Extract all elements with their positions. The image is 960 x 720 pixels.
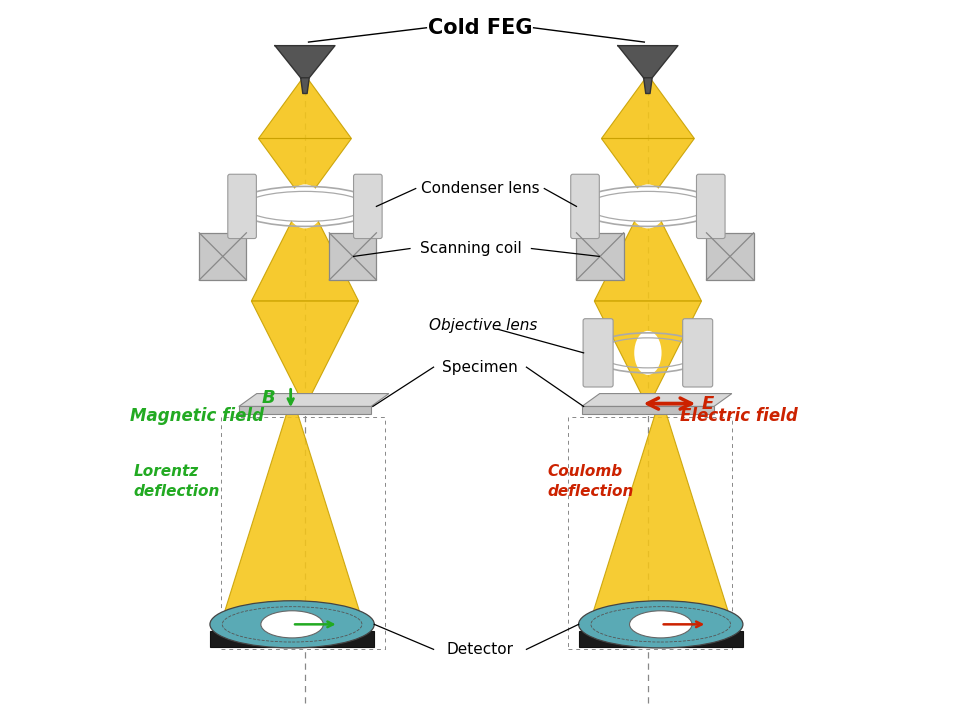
Polygon shape xyxy=(210,631,374,647)
Polygon shape xyxy=(239,406,372,414)
FancyBboxPatch shape xyxy=(571,174,599,238)
Polygon shape xyxy=(582,394,732,406)
Polygon shape xyxy=(258,138,351,199)
Text: B: B xyxy=(262,389,276,407)
Ellipse shape xyxy=(635,331,661,375)
Ellipse shape xyxy=(589,612,732,637)
Polygon shape xyxy=(602,78,694,138)
FancyBboxPatch shape xyxy=(576,233,624,280)
Text: Magnetic field: Magnetic field xyxy=(130,407,264,425)
Polygon shape xyxy=(252,301,358,403)
Text: Coulomb
deflection: Coulomb deflection xyxy=(548,464,635,499)
Ellipse shape xyxy=(221,612,364,637)
FancyBboxPatch shape xyxy=(353,174,382,238)
Polygon shape xyxy=(258,78,351,138)
Text: Electric field: Electric field xyxy=(680,407,798,425)
Polygon shape xyxy=(300,78,309,94)
FancyBboxPatch shape xyxy=(683,319,712,387)
FancyBboxPatch shape xyxy=(329,233,376,280)
Polygon shape xyxy=(618,45,678,78)
Polygon shape xyxy=(579,631,743,647)
Polygon shape xyxy=(594,199,702,301)
Text: Scanning coil: Scanning coil xyxy=(420,241,521,256)
Ellipse shape xyxy=(287,184,323,228)
Text: Condenser lens: Condenser lens xyxy=(420,181,540,196)
Ellipse shape xyxy=(210,600,374,648)
Polygon shape xyxy=(643,78,652,94)
FancyBboxPatch shape xyxy=(200,233,247,280)
Text: Detector: Detector xyxy=(446,642,514,657)
Polygon shape xyxy=(275,45,335,78)
Polygon shape xyxy=(252,199,358,301)
Polygon shape xyxy=(602,138,694,199)
Polygon shape xyxy=(239,394,389,406)
Text: Lorentz
deflection: Lorentz deflection xyxy=(133,464,220,499)
FancyBboxPatch shape xyxy=(707,233,754,280)
Ellipse shape xyxy=(579,600,743,648)
Ellipse shape xyxy=(261,611,324,638)
Ellipse shape xyxy=(630,184,665,228)
Polygon shape xyxy=(221,403,364,624)
FancyBboxPatch shape xyxy=(228,174,256,238)
Ellipse shape xyxy=(630,611,692,638)
Text: Cold FEG: Cold FEG xyxy=(428,18,532,37)
Text: Objective lens: Objective lens xyxy=(429,318,538,333)
Text: E: E xyxy=(702,395,713,413)
Text: Specimen: Specimen xyxy=(443,360,517,374)
FancyBboxPatch shape xyxy=(583,319,613,387)
FancyBboxPatch shape xyxy=(696,174,725,238)
Polygon shape xyxy=(582,406,714,414)
Polygon shape xyxy=(589,403,732,624)
Polygon shape xyxy=(594,301,702,403)
